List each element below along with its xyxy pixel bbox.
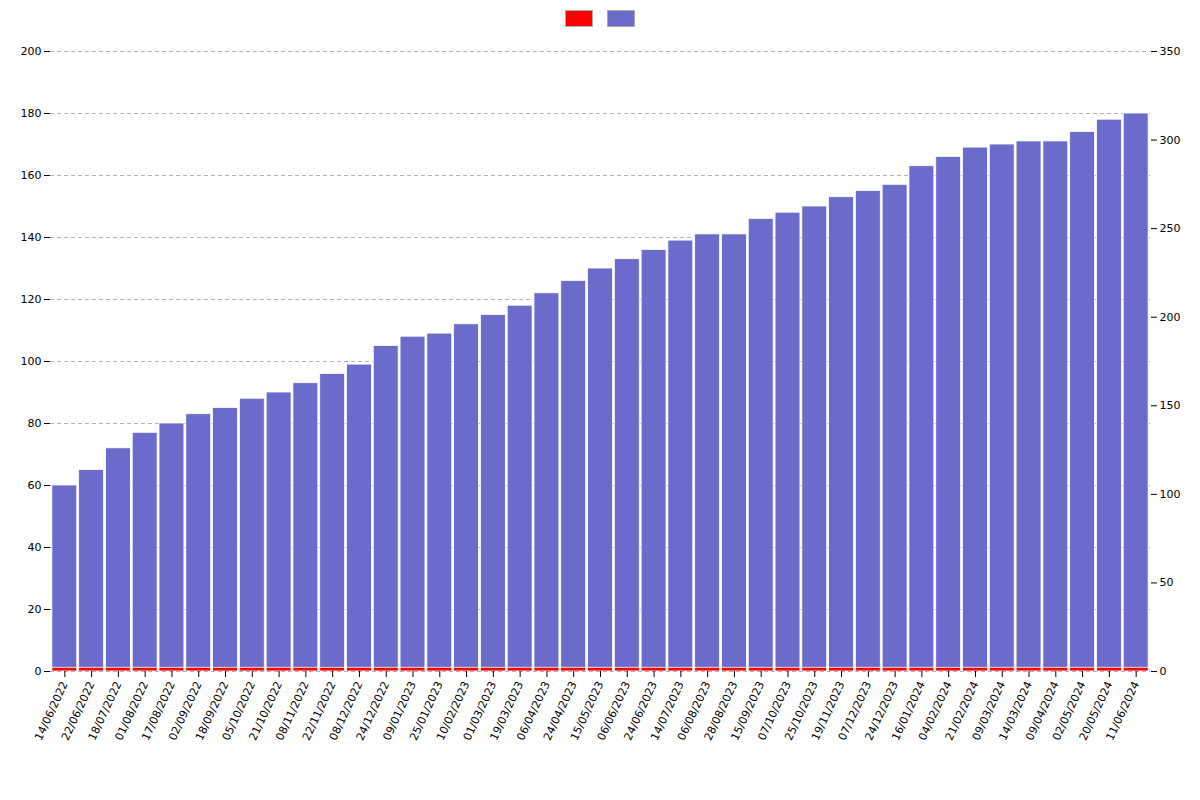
svg-text:02/05/2024: 02/05/2024 [1049,679,1089,743]
svg-text:100: 100 [1160,488,1181,501]
svg-text:04/02/2024: 04/02/2024 [916,679,955,743]
svg-text:09/01/2023: 09/01/2023 [380,679,419,743]
svg-text:140: 140 [21,231,42,244]
svg-text:180: 180 [21,107,42,120]
svg-text:250: 250 [1160,222,1181,235]
svg-text:21/02/2024: 21/02/2024 [942,679,982,743]
svg-text:24/06/2023: 24/06/2023 [621,679,660,743]
svg-text:07/10/2023: 07/10/2023 [755,679,794,743]
svg-text:40: 40 [28,541,42,554]
svg-text:02/09/2022: 02/09/2022 [166,679,205,743]
svg-text:50: 50 [1160,576,1174,589]
svg-text:01/03/2023: 01/03/2023 [460,679,500,743]
svg-text:80: 80 [28,417,42,430]
svg-text:24/12/2023: 24/12/2023 [862,679,901,743]
svg-text:60: 60 [28,479,42,492]
svg-text:22/06/2022: 22/06/2022 [58,679,98,743]
svg-text:16/01/2024: 16/01/2024 [889,679,928,743]
svg-text:06/06/2023: 06/06/2023 [594,679,634,743]
svg-text:15/09/2023: 15/09/2023 [728,679,768,743]
svg-text:20: 20 [28,603,42,616]
svg-text:150: 150 [1160,399,1181,412]
svg-text:01/08/2022: 01/08/2022 [112,679,152,743]
svg-text:17/08/2022: 17/08/2022 [139,679,178,743]
svg-text:100: 100 [21,355,42,368]
svg-text:18/07/2022: 18/07/2022 [85,679,125,743]
svg-text:160: 160 [21,169,42,182]
svg-text:20/05/2024: 20/05/2024 [1076,679,1116,743]
svg-text:10/02/2023: 10/02/2023 [433,679,473,743]
svg-text:350: 350 [1160,45,1181,58]
svg-text:24/12/2022: 24/12/2022 [353,679,393,743]
svg-text:14/07/2023: 14/07/2023 [648,679,687,743]
svg-text:15/05/2023: 15/05/2023 [567,679,607,743]
svg-text:120: 120 [21,293,42,306]
svg-text:24/04/2023: 24/04/2023 [541,679,580,743]
svg-text:11/06/2024: 11/06/2024 [1104,679,1143,742]
svg-text:28/08/2023: 28/08/2023 [701,679,741,743]
svg-text:08/11/2022: 08/11/2022 [273,679,312,743]
svg-text:200: 200 [21,45,42,58]
svg-text:14/06/2022: 14/06/2022 [32,679,71,743]
svg-text:06/08/2023: 06/08/2023 [675,679,714,743]
svg-text:19/03/2023: 19/03/2023 [487,679,527,743]
svg-text:09/04/2024: 09/04/2024 [1023,679,1062,743]
svg-text:06/04/2023: 06/04/2023 [514,679,553,743]
svg-text:19/11/2023: 19/11/2023 [808,679,848,743]
svg-text:25/10/2023: 25/10/2023 [782,679,821,743]
svg-text:08/12/2022: 08/12/2022 [326,679,366,743]
svg-text:22/11/2022: 22/11/2022 [300,679,339,743]
svg-text:09/03/2024: 09/03/2024 [969,679,1009,743]
svg-text:0: 0 [35,665,42,678]
svg-text:14/03/2024: 14/03/2024 [996,679,1035,743]
svg-text:200: 200 [1160,311,1181,324]
svg-text:05/10/2022: 05/10/2022 [219,679,259,743]
svg-text:21/10/2022: 21/10/2022 [246,679,285,743]
svg-text:25/01/2023: 25/01/2023 [407,679,446,743]
svg-text:18/09/2022: 18/09/2022 [192,679,232,743]
svg-text:0: 0 [1160,665,1167,678]
svg-text:300: 300 [1160,134,1181,147]
svg-text:07/12/2023: 07/12/2023 [835,679,875,743]
